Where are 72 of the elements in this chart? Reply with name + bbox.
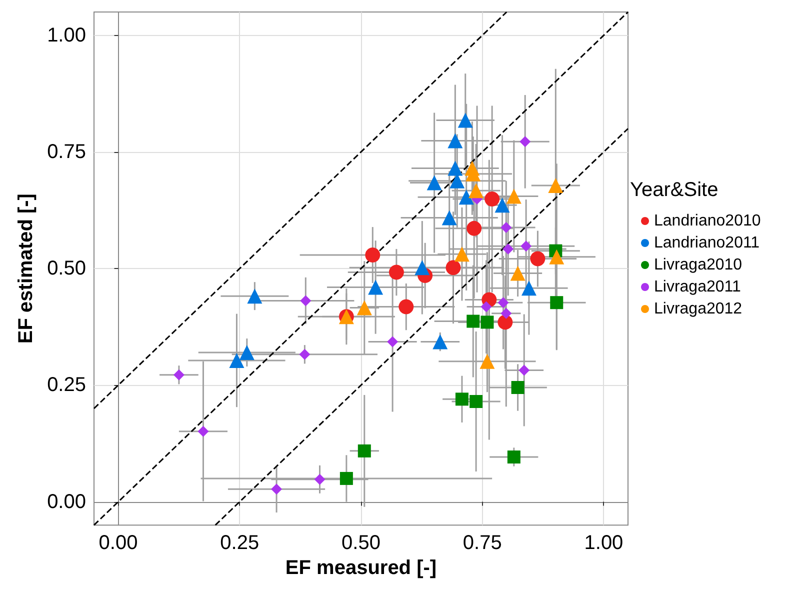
point xyxy=(229,352,244,368)
point xyxy=(500,222,512,233)
point xyxy=(300,295,312,306)
point xyxy=(466,314,480,328)
point xyxy=(358,444,371,458)
point xyxy=(480,354,495,369)
point xyxy=(506,188,522,204)
point xyxy=(520,240,532,252)
point xyxy=(198,426,209,437)
x-tick-label: 0.50 xyxy=(342,532,380,554)
x-tick-label: 0.00 xyxy=(98,532,138,554)
point xyxy=(511,380,524,394)
point xyxy=(480,316,494,329)
point xyxy=(466,220,482,236)
point xyxy=(365,248,380,263)
legend-title: Year&Site xyxy=(630,179,718,201)
point xyxy=(480,301,492,312)
point xyxy=(454,246,470,262)
point xyxy=(388,264,404,280)
point xyxy=(507,450,520,464)
point xyxy=(173,369,184,380)
point xyxy=(510,266,526,281)
point xyxy=(520,136,531,148)
point xyxy=(484,192,500,207)
y-tick-label: 0.50 xyxy=(47,258,86,280)
legend-label: Livraga2012 xyxy=(654,300,742,318)
point xyxy=(550,296,564,310)
point xyxy=(458,190,474,205)
point xyxy=(426,175,442,190)
point xyxy=(314,474,326,485)
point xyxy=(458,112,473,128)
y-tick-label: 0.00 xyxy=(47,490,86,513)
point xyxy=(530,251,546,266)
x-tick-label: 0.75 xyxy=(462,532,502,554)
point xyxy=(271,484,282,495)
point xyxy=(549,249,564,264)
x-axis-title: EF measured [-] xyxy=(285,557,437,579)
y-axis-title: EF estimated [-] xyxy=(15,194,37,344)
legend-label: Livraga2011 xyxy=(654,278,741,296)
point xyxy=(448,133,463,148)
x-tick-label: 0.25 xyxy=(220,532,260,554)
point xyxy=(548,178,564,194)
point xyxy=(500,308,512,319)
point xyxy=(446,260,461,276)
y-tick-label: 0.25 xyxy=(47,374,86,396)
point xyxy=(502,243,514,254)
point xyxy=(299,348,310,360)
point xyxy=(494,198,510,213)
legend-label: Livraga2010 xyxy=(654,256,742,274)
point xyxy=(356,300,372,316)
legend-label: Landriano2010 xyxy=(654,212,761,230)
point xyxy=(398,299,414,314)
x-tick-label: 1.00 xyxy=(584,532,624,554)
point xyxy=(468,183,484,198)
point xyxy=(442,210,457,226)
y-tick-label: 0.75 xyxy=(47,140,86,163)
point xyxy=(470,394,483,408)
point xyxy=(239,345,254,360)
point xyxy=(521,280,536,296)
legend-label: Landriano2011 xyxy=(654,234,760,252)
point xyxy=(455,392,468,406)
point xyxy=(518,364,530,376)
point xyxy=(247,288,262,304)
point xyxy=(448,160,463,176)
point xyxy=(498,297,509,308)
point xyxy=(387,336,398,348)
y-tick-label: 1.00 xyxy=(47,24,86,46)
point xyxy=(340,472,353,485)
point xyxy=(498,314,513,330)
point xyxy=(368,280,384,295)
point xyxy=(432,334,448,350)
point xyxy=(414,260,430,276)
